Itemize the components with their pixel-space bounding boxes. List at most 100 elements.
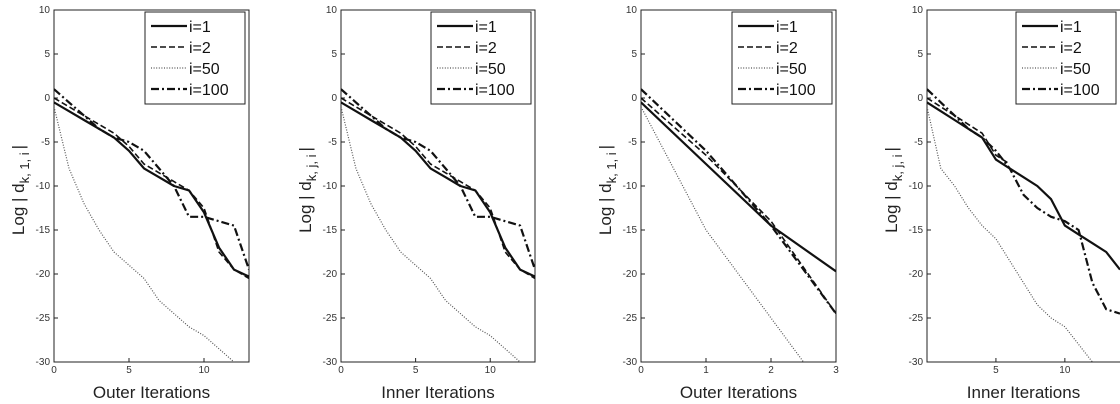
y-tick-label: -30 <box>323 357 338 368</box>
y-tick-label: -5 <box>914 137 923 148</box>
x-tick-label: 5 <box>126 365 132 376</box>
x-tick-label: 10 <box>198 365 210 376</box>
legend-label: i=2 <box>189 40 211 57</box>
y-tick-label: -20 <box>36 269 51 280</box>
y-tick-label: -15 <box>909 225 924 236</box>
legend-box <box>731 11 833 105</box>
series-line-i50 <box>341 106 521 362</box>
series-line-i100 <box>927 88 1120 315</box>
legend-box <box>144 11 246 105</box>
y-tick-label: -15 <box>623 225 638 236</box>
axes-frame <box>53 9 250 363</box>
y-tick-label: -25 <box>623 313 638 324</box>
legend-label: i=100 <box>475 82 515 99</box>
y-tick-label: 5 <box>917 49 923 60</box>
series-line-i1 <box>641 101 836 273</box>
y-tick-label: 10 <box>39 5 51 16</box>
series-line-i100 <box>341 88 535 270</box>
legend-label: i=100 <box>776 82 816 99</box>
legend-label: i=50 <box>776 61 807 78</box>
axes-frame <box>340 9 536 363</box>
series-line-i1 <box>54 101 249 278</box>
legend: i=1 i=2 i=50 i=100 <box>1015 11 1117 105</box>
y-tick-label: -10 <box>909 181 924 192</box>
series-line-i1 <box>341 101 535 278</box>
y-tick-label: 0 <box>631 93 637 104</box>
y-axis-label: Log | dk, 1, i| <box>596 145 619 235</box>
series-line-i1 <box>927 101 1120 271</box>
x-tick-label: 10 <box>1059 365 1071 376</box>
y-tick-label: 0 <box>331 93 337 104</box>
y-tick-label: -25 <box>323 313 338 324</box>
y-tick-label: -10 <box>323 181 338 192</box>
x-tick-label: 0 <box>638 365 644 376</box>
y-tick-label: -5 <box>628 137 637 148</box>
x-axis-label: Inner Iterations <box>381 383 494 402</box>
legend-box <box>430 11 532 105</box>
legend-label: i=50 <box>1060 61 1091 78</box>
y-tick-label: -5 <box>41 137 50 148</box>
x-tick-label: 5 <box>413 365 419 376</box>
x-tick-label: 3 <box>833 365 839 376</box>
series-line-i2 <box>641 97 836 315</box>
y-tick-label: -20 <box>323 269 338 280</box>
y-tick-label: -30 <box>36 357 51 368</box>
series-group <box>641 88 836 362</box>
y-tick-label: 10 <box>912 5 924 16</box>
legend-label: i=50 <box>189 61 220 78</box>
series-line-i50 <box>54 106 235 362</box>
y-tick-label: -20 <box>909 269 924 280</box>
y-axis-label: Log | dk, j, i| <box>882 147 905 233</box>
y-tick-label: -25 <box>36 313 51 324</box>
y-tick-label: -30 <box>623 357 638 368</box>
legend-label: i=1 <box>475 19 497 36</box>
x-tick-label: 1 <box>703 365 709 376</box>
legend-label: i=50 <box>475 61 506 78</box>
x-tick-label: 2 <box>768 365 774 376</box>
series-line-i2 <box>927 97 1011 165</box>
series-line-i50 <box>641 106 804 362</box>
y-tick-label: -10 <box>36 181 51 192</box>
y-tick-label: -20 <box>623 269 638 280</box>
y-tick-label: 10 <box>626 5 638 16</box>
y-tick-label: -15 <box>323 225 338 236</box>
legend-label: i=100 <box>1060 82 1100 99</box>
legend-label: i=1 <box>189 19 211 36</box>
series-line-i100 <box>54 88 249 270</box>
x-axis-label: Outer Iterations <box>680 383 797 402</box>
legend-label: i=2 <box>776 40 798 57</box>
chart-panel-4: 10 5 0 -5 -10 -15 -20 -25 -30 5 10 Inner Iterations… <box>882 5 1120 402</box>
y-tick-label: 5 <box>631 49 637 60</box>
series-line-i100 <box>641 88 836 315</box>
legend-label: i=2 <box>1060 40 1082 57</box>
x-tick-label: 0 <box>51 365 57 376</box>
legend-box <box>1015 11 1117 105</box>
x-tick-label: 5 <box>993 365 999 376</box>
y-tick-label: 0 <box>917 93 923 104</box>
series-group <box>341 88 535 362</box>
series-group <box>54 88 249 362</box>
legend: i=1 i=2 i=50 i=100 <box>144 11 246 105</box>
legend-label: i=2 <box>475 40 497 57</box>
legend-label: i=1 <box>776 19 798 36</box>
y-tick-label: -10 <box>623 181 638 192</box>
series-line-i50 <box>927 106 1093 362</box>
y-tick-label: 10 <box>326 5 338 16</box>
series-line-i2 <box>54 97 249 280</box>
legend-label: i=1 <box>1060 19 1082 36</box>
legend: i=1 i=2 i=50 i=100 <box>430 11 532 105</box>
y-tick-label: -30 <box>909 357 924 368</box>
y-tick-label: 0 <box>44 93 50 104</box>
x-tick-label: 10 <box>485 365 497 376</box>
y-tick-label: 5 <box>331 49 337 60</box>
y-tick-label: -5 <box>328 137 337 148</box>
y-tick-label: 5 <box>44 49 50 60</box>
legend: i=1 i=2 i=50 i=100 <box>731 11 833 105</box>
y-axis-label: Log | dk, j, i| <box>296 147 319 233</box>
x-axis-label: Inner Iterations <box>967 383 1080 402</box>
series-line-i2 <box>341 97 535 280</box>
